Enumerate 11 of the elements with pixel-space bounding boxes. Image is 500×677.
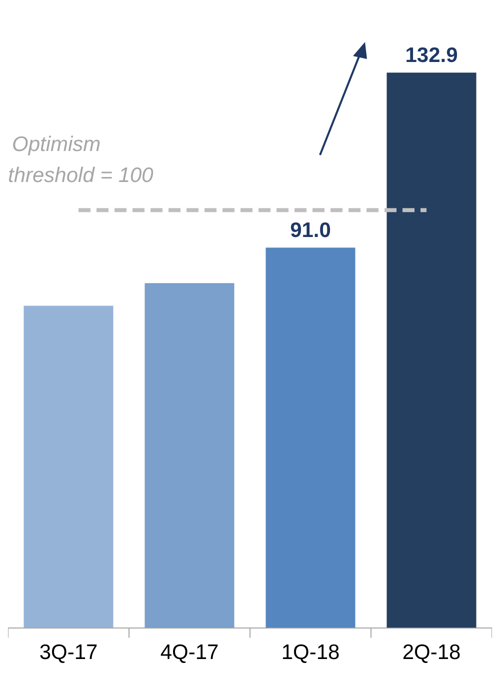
bar xyxy=(386,72,476,628)
bar xyxy=(266,248,356,628)
data-label: 91.0 xyxy=(290,218,331,242)
x-tick-label: 2Q-18 xyxy=(402,641,461,664)
data-label: 132.9 xyxy=(405,44,458,67)
bar xyxy=(144,283,234,628)
x-tick-label: 4Q-17 xyxy=(160,641,219,664)
bar xyxy=(24,306,114,628)
x-tick-label: 3Q-17 xyxy=(39,641,98,664)
ref-line-label: Optimism threshold = 100 xyxy=(8,133,154,188)
x-tick-label: 1Q-18 xyxy=(281,641,340,664)
